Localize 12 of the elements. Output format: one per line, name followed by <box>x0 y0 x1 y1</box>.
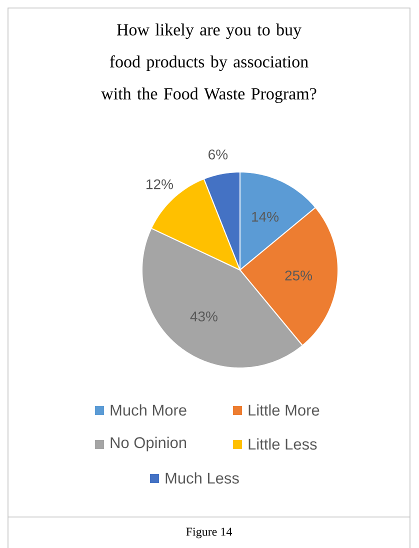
data-label: 43% <box>190 311 218 322</box>
data-label: 12% <box>146 179 173 190</box>
legend-label: Little Less <box>248 438 317 450</box>
legend-label: No Opinion <box>110 436 186 452</box>
data-label: 14% <box>252 212 279 222</box>
caption: Figure 14 <box>186 528 232 538</box>
legend-label: Little More <box>248 404 320 416</box>
legend-label: Much More <box>110 404 186 416</box>
data-label: 25% <box>285 270 312 280</box>
legend-label: Much Less <box>166 472 239 484</box>
chart-title: How likely are you to buy food products by association with the Food Waste Program? <box>101 24 316 103</box>
data-label: 6% <box>208 150 228 160</box>
